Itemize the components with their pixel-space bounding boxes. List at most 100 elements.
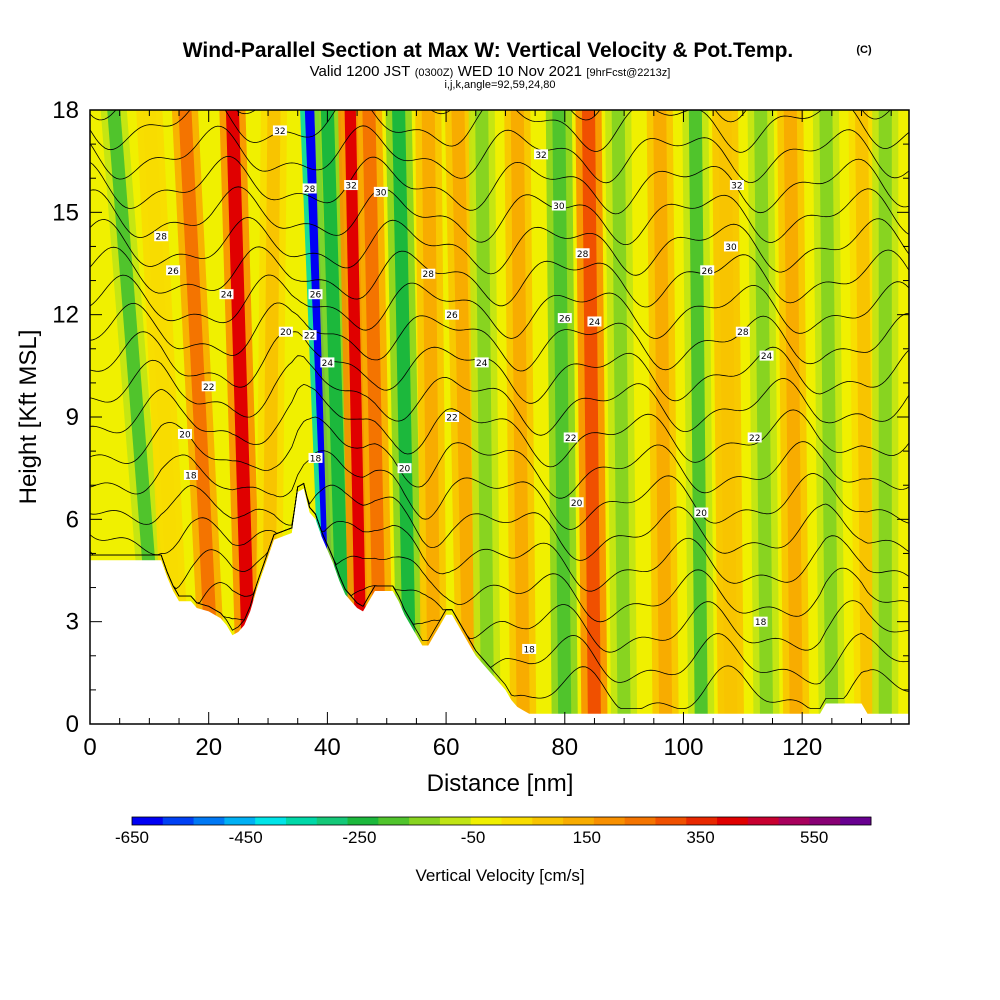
colorbar-swatch: [655, 817, 687, 825]
y-tick-label: 3: [66, 609, 79, 636]
y-tick-label: 9: [66, 404, 79, 431]
contour-label: 26: [701, 267, 713, 277]
contour-label: 32: [274, 127, 285, 137]
contour-label: 20: [280, 328, 292, 338]
colorbar-swatch: [778, 817, 810, 825]
contour-label: 18: [310, 454, 322, 464]
contour-label-background: [308, 289, 323, 300]
velocity-band: [392, 110, 418, 724]
contour-label-background: [302, 330, 317, 341]
valid-time: Valid 1200 JST: [310, 63, 411, 80]
copyright-mark: (C): [856, 44, 872, 56]
contour-label: 22: [565, 434, 576, 444]
terrain: [90, 488, 909, 724]
velocity-band: [178, 110, 222, 724]
velocity-band: [819, 110, 839, 724]
x-tick-label: 100: [663, 734, 703, 761]
contour-label: 30: [725, 243, 737, 253]
contour-label-background: [421, 268, 436, 279]
x-tick-label: 0: [83, 734, 96, 761]
contour-label-background: [753, 616, 768, 627]
colorbar-swatch: [439, 817, 472, 825]
velocity-band: [362, 110, 388, 724]
contour-label-background: [534, 149, 549, 160]
contour-label: 26: [310, 291, 322, 301]
x-axis: 0 20 40 60 80 100 120: [83, 110, 892, 761]
velocity-band: [718, 110, 738, 724]
y-axis: 0 3 6 9 12 15 18: [52, 97, 909, 738]
contour-label-background: [344, 180, 359, 191]
contour-label: 24: [322, 359, 334, 369]
forecast-info: [9hrFcst@2213z]: [586, 67, 670, 79]
contour-label-background: [397, 463, 412, 474]
y-tick-label: 6: [66, 506, 79, 533]
velocity-band: [451, 110, 477, 724]
theta-contour: [90, 482, 909, 709]
valid-utc: (0300Z): [415, 67, 454, 79]
colorbar-swatch: [501, 817, 533, 825]
contour-label-background: [154, 231, 169, 242]
contour-label-background: [278, 326, 293, 337]
contour-label-background: [735, 326, 750, 337]
plot-area: 32 32 30 32 30 32 30 28 28 26 24 26 28 28 26 20 22 26 26 24…: [90, 110, 909, 724]
contour-label: 20: [696, 509, 708, 519]
contour-label-background: [308, 452, 323, 463]
velocity-band: [142, 110, 186, 724]
contour-label: 24: [221, 291, 233, 301]
colorbar-tick-label: -50: [461, 828, 486, 847]
x-tick-label: 120: [782, 734, 822, 761]
theta-contour: [90, 155, 909, 215]
y-axis-label: Height [Kft MSL]: [15, 330, 42, 505]
x-tick-label: 40: [314, 734, 341, 761]
colorbar-swatch: [593, 817, 626, 825]
theta-contour: [90, 482, 909, 592]
contour-label: 22: [446, 414, 457, 424]
theta-contour: [90, 110, 909, 153]
x-axis-label: Distance [nm]: [427, 770, 574, 797]
contour-label-background: [569, 497, 584, 508]
contour-label: 20: [399, 465, 411, 475]
velocity-band: [421, 110, 441, 724]
y-tick-label: 18: [52, 97, 79, 124]
theta-contour: [90, 355, 909, 436]
velocity-band: [653, 110, 673, 724]
contour-label: 32: [345, 182, 356, 192]
contour-label-background: [723, 241, 738, 252]
contour-label-background: [320, 357, 335, 368]
colorbar-swatch: [193, 817, 225, 825]
velocity-band: [475, 110, 495, 724]
contour-label-background: [694, 507, 709, 518]
velocity-band: [611, 110, 631, 724]
contour-label-background: [302, 183, 317, 194]
contour-label-background: [201, 381, 216, 392]
colorbar-tick-label: -250: [342, 828, 376, 847]
contour-label-background: [373, 186, 388, 197]
contour-label-background: [474, 357, 489, 368]
contour-label: 30: [553, 202, 565, 212]
velocity-band: [344, 110, 370, 724]
contour-label: 28: [577, 250, 589, 260]
contour-label: 28: [423, 270, 435, 280]
contour-label-background: [587, 316, 602, 327]
colorbar: [131, 816, 872, 826]
contour-label: 24: [476, 359, 488, 369]
colorbar-swatch: [285, 817, 318, 825]
contour-label: 18: [523, 645, 535, 655]
contour-label: 26: [559, 315, 571, 325]
theta-contour: [90, 186, 909, 245]
colorbar-swatch: [809, 817, 841, 825]
contour-label: 28: [155, 233, 167, 243]
theta-contour: [90, 331, 909, 404]
theta-contour: [90, 274, 909, 339]
colorbar-swatch: [840, 817, 872, 825]
chart-title: Wind-Parallel Section at Max W: Vertical…: [183, 39, 794, 62]
theta-contour: [90, 302, 909, 372]
contour-label-background: [747, 432, 762, 443]
contour-label: 18: [185, 471, 197, 481]
velocity-band: [783, 110, 803, 724]
colorbar-swatch: [378, 817, 410, 825]
theta-contour: [90, 246, 909, 308]
contour-label-background: [272, 125, 287, 136]
contour-label: 28: [737, 328, 749, 338]
